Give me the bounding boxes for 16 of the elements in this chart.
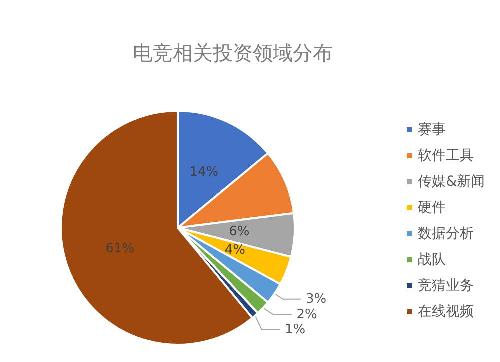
- data-label: 6%: [229, 224, 250, 240]
- data-label: 4%: [224, 243, 246, 258]
- chart-title: 电竞相关投资领域分布: [133, 41, 333, 65]
- legend-label: 数据分析: [418, 226, 474, 242]
- data-label: 14%: [190, 164, 219, 180]
- data-label: 1%: [284, 322, 306, 338]
- data-label: 61%: [106, 241, 135, 256]
- legend-label: 竞猜业务: [418, 278, 474, 294]
- legend-label: 软件工具: [418, 148, 474, 164]
- legend-label: 战队: [418, 252, 446, 268]
- legend-label: 硬件: [418, 200, 446, 216]
- data-label: 3%: [306, 292, 327, 307]
- legend-label: 传媒&新闻: [418, 174, 486, 190]
- legend-label: 赛事: [418, 122, 446, 138]
- data-label: 2%: [296, 307, 318, 322]
- legend-label: 在线视频: [418, 304, 474, 320]
